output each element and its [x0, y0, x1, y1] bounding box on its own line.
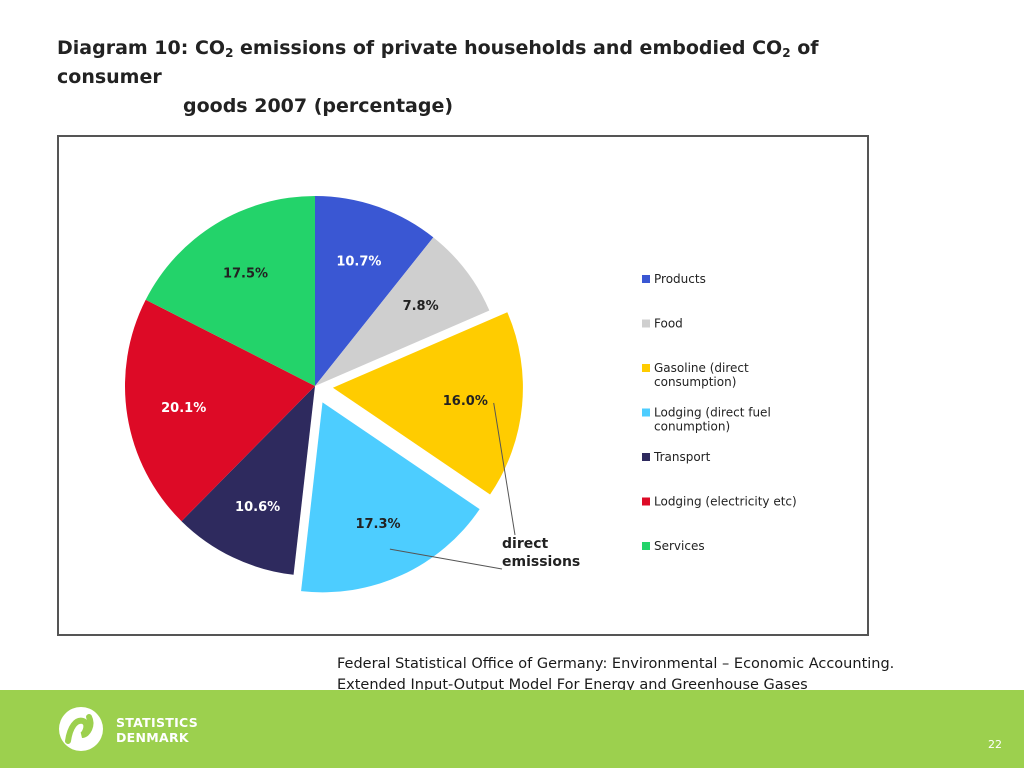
pie-labels: 10.7% 7.8% 16.0% 17.3% 10.6% 20.1% 17.5% [161, 254, 488, 532]
legend-label: conumption) [654, 420, 730, 434]
legend-item-food: Food [642, 317, 683, 331]
source-line1: Federal Statistical Office of Germany: E… [337, 656, 895, 672]
chart-title: Diagram 10: CO2 emissions of private hou… [57, 34, 877, 121]
pointer-line-gasoline-direct-consumption [493, 402, 516, 536]
page-number: 22 [988, 738, 1002, 751]
pie-chart: 10.7% 7.8% 16.0% 17.3% 10.6% 20.1% 17.5% direc… [124, 196, 797, 593]
slice-label-transport: 10.6% [235, 500, 280, 515]
title-part2: emissions of private households and embo… [233, 37, 783, 59]
legend-item-products: Products [642, 272, 706, 286]
legend-label: Services [654, 539, 705, 553]
legend-item-services: Services [642, 539, 705, 553]
pie-slice-services [145, 196, 315, 386]
source-line2: Extended Input-Output Model For Energy a… [337, 677, 808, 693]
pie-slice-lodging-direct-fuel-conumption [301, 402, 480, 593]
legend-item-transport: Transport [642, 450, 711, 464]
pie-slice-food [315, 237, 490, 386]
legend-label: Gasoline (direct [654, 361, 749, 375]
pie-slice-lodging-electricity-etc [124, 299, 315, 522]
logo-line2: DENMARK [116, 730, 189, 745]
slice-label-services: 17.5% [223, 267, 268, 282]
direct-emissions-label-line-2: emissions [502, 554, 580, 570]
legend-label: Products [654, 272, 706, 286]
pie-slice-transport [181, 386, 315, 575]
title-sub2: 2 [782, 46, 791, 60]
legend-swatch [642, 275, 650, 283]
source-citation: Federal Statistical Office of Germany: E… [337, 654, 1017, 696]
pie-slice-gasoline-direct-consumption [332, 312, 523, 495]
legend-swatch [642, 408, 650, 417]
slice-label-lodging-direct-fuel-conumption: 17.3% [355, 517, 400, 532]
slice-label-gasoline-direct-consumption: 16.0% [443, 394, 488, 409]
title-part3: of consumer [57, 37, 819, 88]
direct-emissions-annotation: direct emissions [389, 402, 580, 570]
legend-label: Lodging (electricity etc) [654, 495, 797, 509]
logo-wordmark: STATISTICS DENMARK [116, 715, 198, 745]
legend-label: Transport [653, 450, 711, 464]
legend-swatch [642, 453, 650, 461]
pointer-line-lodging-direct-fuel-conumption [389, 548, 503, 570]
legend-label: Lodging (direct fuel [654, 406, 771, 420]
slice-label-lodging-electricity-etc: 20.1% [161, 401, 206, 416]
title-line2: goods 2007 (percentage) [183, 95, 454, 117]
legend-label: consumption) [654, 375, 736, 389]
legend: Products Food Gasoline (directconsumption)… [642, 272, 797, 553]
footer-bar: STATISTICS DENMARK 22 [0, 690, 1024, 768]
chart-frame: 10.7% 7.8% 16.0% 17.3% 10.6% 20.1% 17.5% direc… [57, 135, 869, 636]
slice-label-products: 10.7% [336, 254, 381, 269]
title-part1: Diagram 10: CO [57, 37, 226, 59]
legend-label: Food [654, 317, 683, 331]
logo-line1: STATISTICS [116, 715, 199, 730]
title-sub1: 2 [225, 46, 234, 60]
pie-slices [124, 196, 523, 593]
legend-swatch [642, 542, 650, 550]
legend-swatch [642, 319, 650, 328]
slice-label-food: 7.8% [403, 299, 439, 314]
legend-swatch [642, 497, 650, 506]
statistics-denmark-logo-icon [59, 707, 103, 751]
legend-swatch [642, 364, 650, 372]
legend-item-lodging-electricity-etc: Lodging (electricity etc) [642, 495, 797, 509]
pie-slice-products [315, 196, 434, 386]
direct-emissions-label-line-1: direct [502, 536, 549, 552]
